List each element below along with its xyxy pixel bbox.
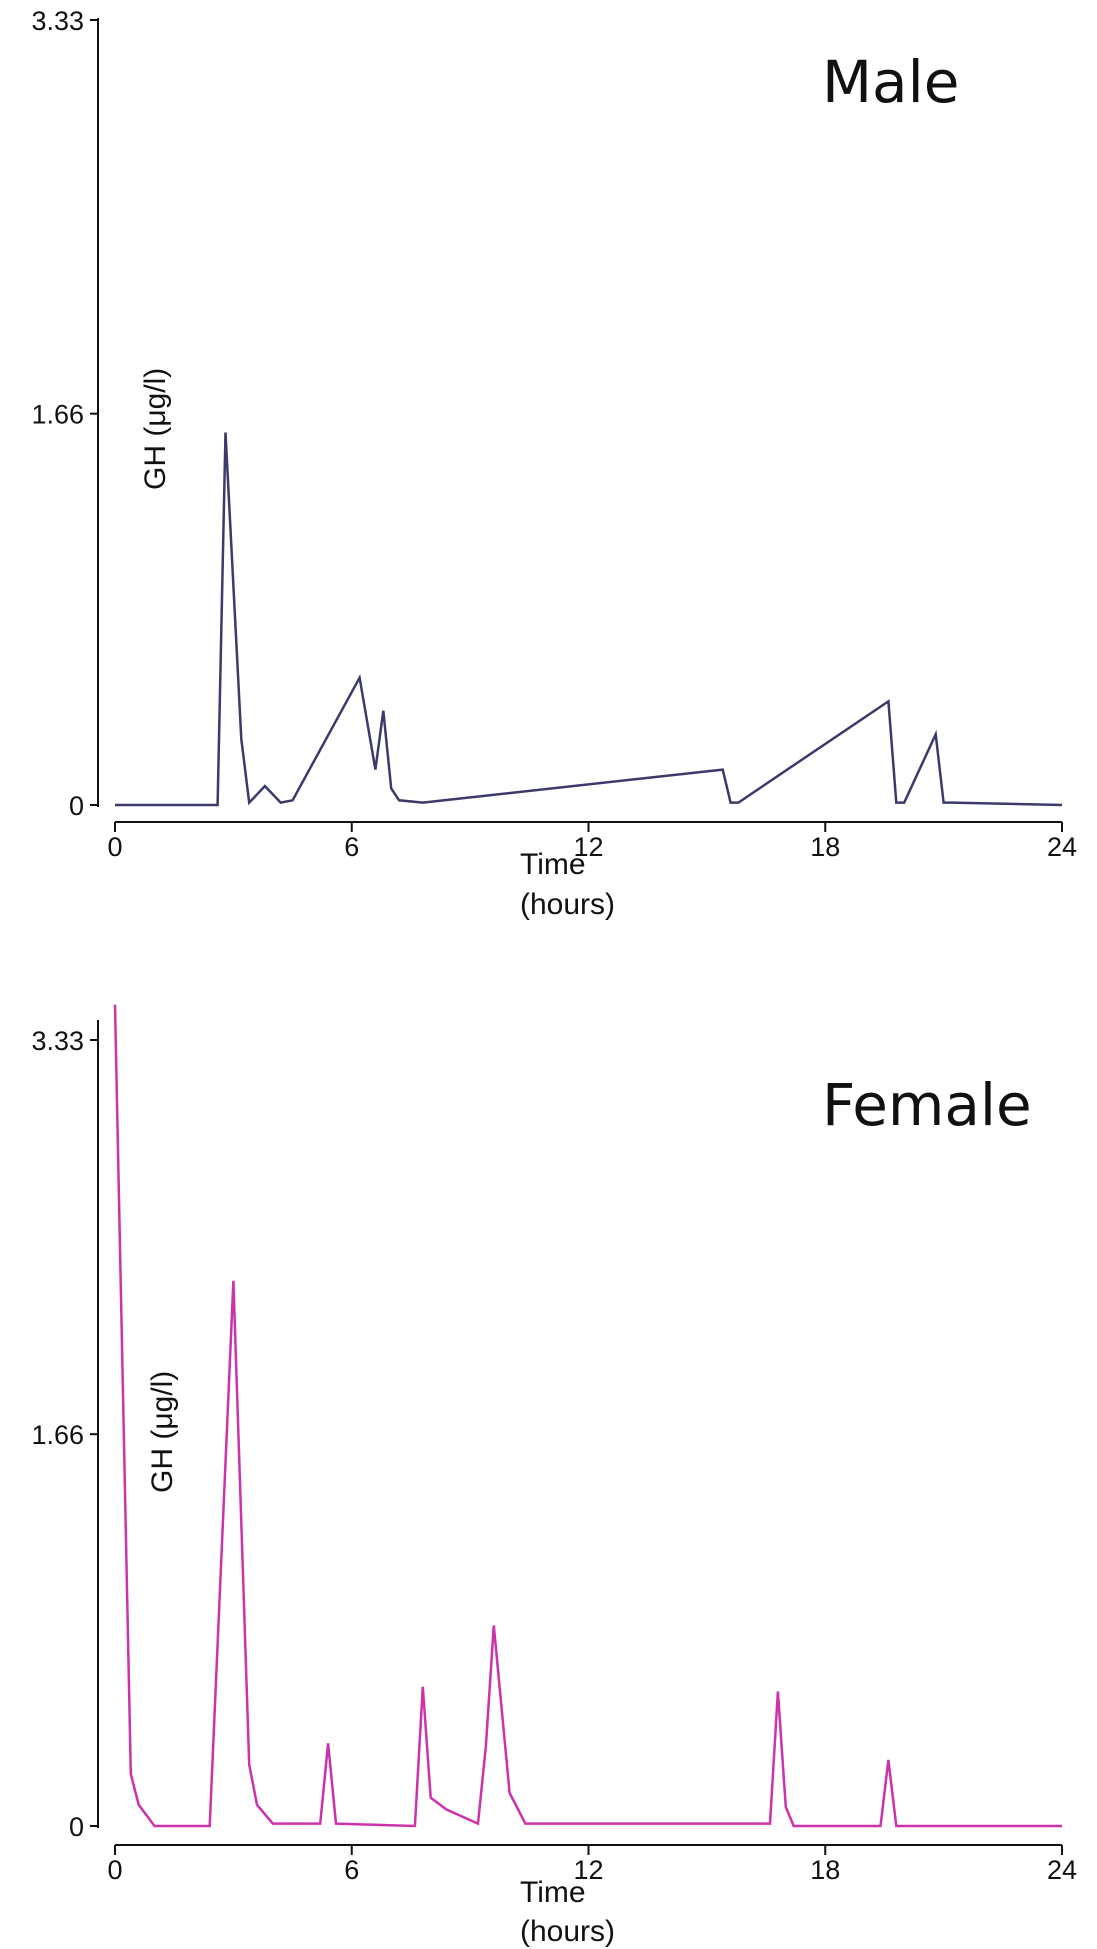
male-chart-title: Male	[822, 48, 959, 116]
female-axes	[97, 1020, 1062, 1846]
female-series	[113, 1004, 1062, 1828]
female-ticks: 0 1.66 3.33 0 6 12 18 24	[31, 1026, 1077, 1885]
female-y-axis-label: GH (μg/l)	[146, 1371, 179, 1493]
female-chart-panel: Female GH (μg/l) Time (hours) 01.663.330…	[31, 1004, 1077, 1948]
male-x-axis-label-line2: (hours)	[520, 888, 615, 921]
male-series	[115, 432, 1063, 807]
female-series-line	[113, 1004, 1062, 1828]
female-y-tick-label: 3.33	[31, 1026, 84, 1056]
male-y-axis-label: GH (μg/l)	[139, 368, 172, 490]
male-ticks: 0 1.66 3.33 0 6 12 18 24	[31, 6, 1077, 862]
male-x-tick-label: 24	[1047, 832, 1077, 862]
male-x-tick-label: 6	[344, 832, 359, 862]
female-x-tick-label: 12	[573, 1855, 603, 1885]
male-axes	[97, 18, 1062, 823]
male-series-line	[115, 432, 1063, 807]
female-x-tick-label: 6	[344, 1855, 359, 1885]
female-y-tick-label: 1.66	[31, 1420, 84, 1450]
female-x-axis-label-line2: (hours)	[520, 1915, 615, 1948]
male-x-axis-label-line1: Time	[520, 848, 586, 881]
female-x-tick-label: 24	[1047, 1855, 1077, 1885]
female-y-tick-label: 0	[69, 1812, 84, 1842]
male-x-tick-label: 0	[107, 832, 122, 862]
female-x-tick-label: 18	[810, 1855, 840, 1885]
female-x-axis-label-line1: Time	[520, 1876, 586, 1909]
male-x-tick-label: 12	[573, 832, 603, 862]
male-chart-panel: Male GH (μg/l) Time (hours) 0 1.66 3.33 0 6 1…	[31, 6, 1077, 921]
female-chart-title: Female	[822, 1071, 1032, 1139]
male-y-tick-label: 1.66	[31, 400, 84, 430]
male-x-tick-label: 18	[810, 832, 840, 862]
male-y-tick-label: 3.33	[31, 6, 84, 36]
male-y-tick-label: 0	[69, 791, 84, 821]
female-x-tick-label: 0	[107, 1855, 122, 1885]
